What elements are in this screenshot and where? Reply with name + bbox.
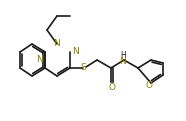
Text: N: N xyxy=(54,39,60,49)
Text: N: N xyxy=(36,56,43,64)
Text: S: S xyxy=(80,64,86,72)
Text: N: N xyxy=(120,57,126,67)
Text: O: O xyxy=(108,83,116,91)
Text: H: H xyxy=(120,52,126,60)
Text: N: N xyxy=(72,48,79,57)
Text: O: O xyxy=(145,80,153,90)
